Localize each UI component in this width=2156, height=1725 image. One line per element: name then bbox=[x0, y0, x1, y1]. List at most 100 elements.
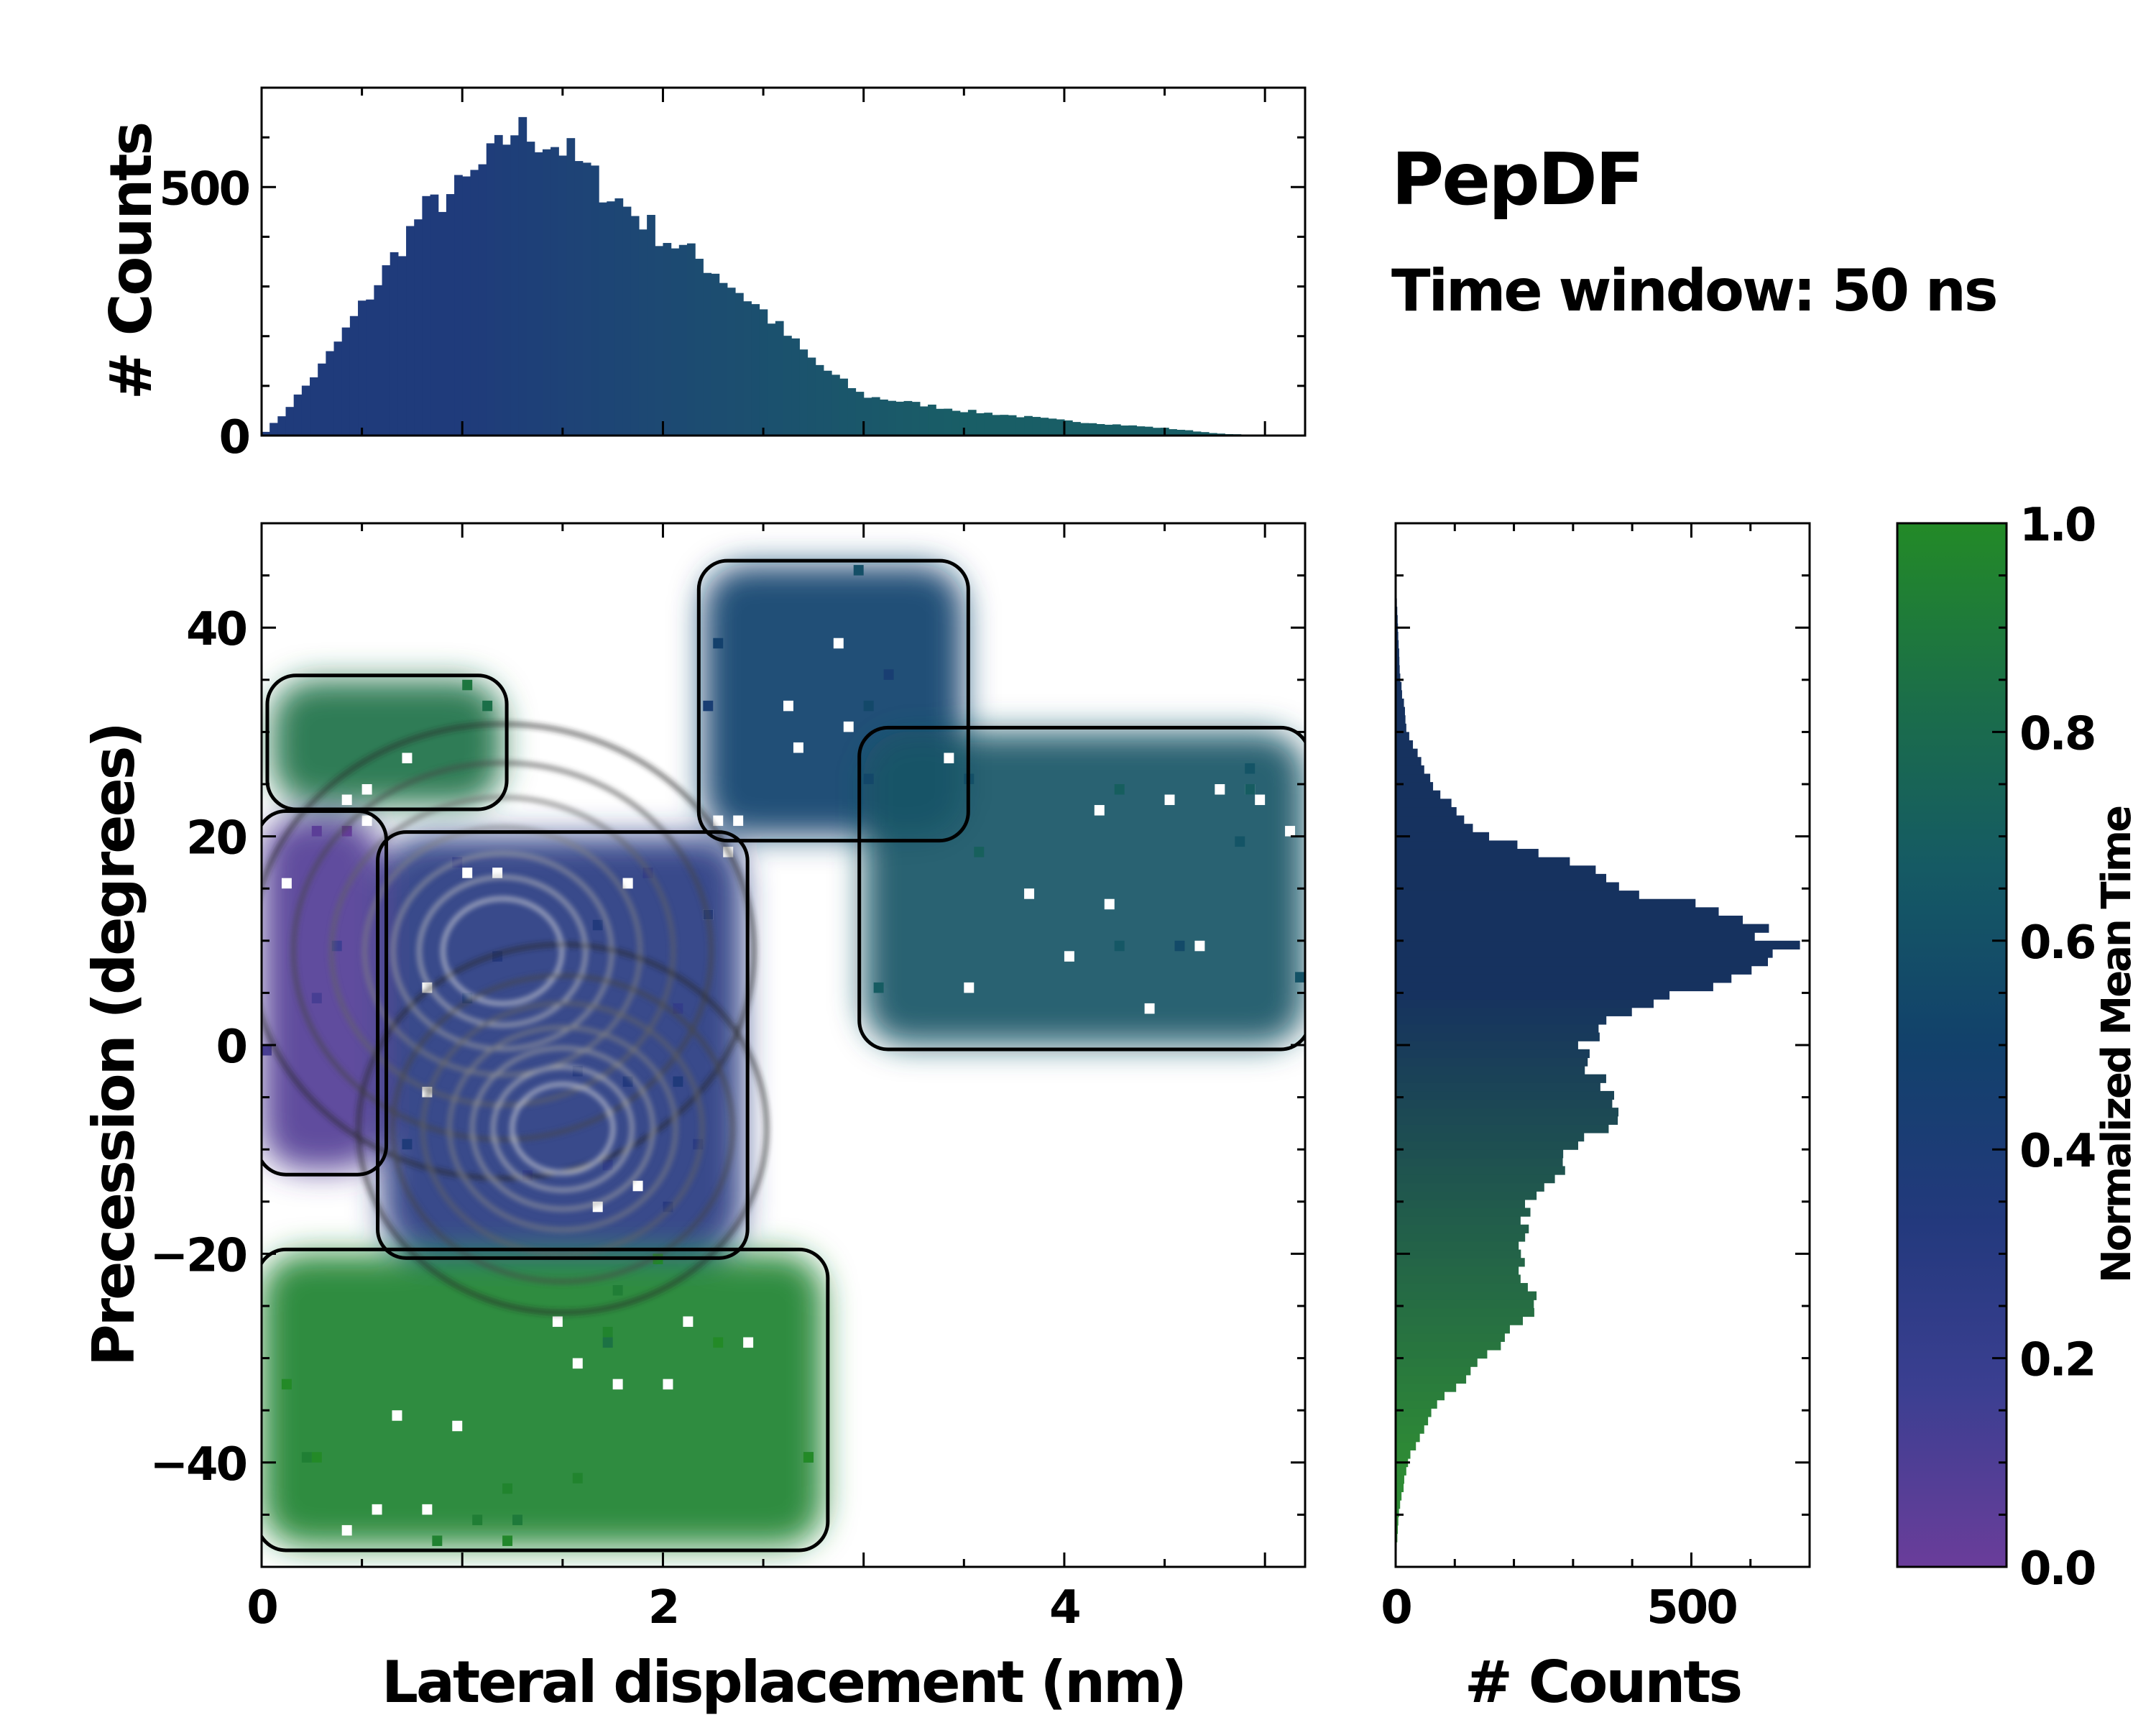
density-contour bbox=[492, 1065, 634, 1192]
heatmap-empty-bin bbox=[713, 815, 724, 827]
top-histogram-bar bbox=[478, 164, 487, 436]
heatmap-empty-bin bbox=[1024, 888, 1035, 899]
top-histogram-bar bbox=[1015, 417, 1025, 436]
heatmap-bin bbox=[974, 847, 985, 857]
top-histogram-bar bbox=[1176, 429, 1186, 436]
right-histogram-bar bbox=[1396, 1450, 1411, 1459]
top-histogram-bar bbox=[397, 256, 407, 436]
right-histogram-bar bbox=[1396, 1066, 1585, 1075]
heatmap-empty-bin bbox=[944, 753, 954, 763]
top-histogram-bar bbox=[775, 321, 784, 436]
right-histogram-bar bbox=[1396, 1500, 1401, 1509]
right-histogram-bar bbox=[1396, 1517, 1399, 1526]
right-histogram-bar bbox=[1396, 773, 1431, 783]
heatmap-empty-bin bbox=[361, 784, 372, 795]
right-histogram-bar bbox=[1396, 1466, 1406, 1476]
right-histogram-bar bbox=[1396, 806, 1457, 816]
top-histogram-bar bbox=[414, 219, 423, 436]
heatmap-empty-bin bbox=[1094, 805, 1105, 816]
heatmap-bin bbox=[612, 1284, 623, 1296]
right-histogram-ticks bbox=[1394, 522, 1811, 1568]
top-histogram-bar bbox=[671, 248, 680, 436]
colorbar-gradient bbox=[1897, 523, 2007, 1567]
right-histogram-bar bbox=[1396, 832, 1490, 842]
outer-contour-segment bbox=[696, 558, 970, 843]
top-histogram-bar bbox=[333, 341, 343, 436]
heatmap-region bbox=[382, 836, 744, 1254]
right-histogram-bar bbox=[1396, 648, 1399, 658]
top-histogram-bar bbox=[1032, 417, 1041, 436]
top-histogram-bar bbox=[638, 229, 648, 436]
right-histogram-bar bbox=[1396, 882, 1619, 891]
top-histogram-ylabel: # Counts bbox=[98, 124, 165, 400]
heatmap-empty-bin bbox=[1285, 826, 1296, 837]
outer-contour-segment bbox=[262, 809, 389, 1177]
top-histogram-bar bbox=[823, 370, 832, 436]
right-histogram-bar bbox=[1396, 707, 1405, 716]
right-histogram-bar bbox=[1396, 1383, 1457, 1392]
right-histogram-bar bbox=[1396, 1191, 1537, 1200]
top-y-tick-label: 0 bbox=[218, 411, 249, 464]
right-histogram-bar bbox=[1396, 665, 1400, 674]
top-histogram-bar bbox=[783, 336, 792, 436]
heatmap-bin bbox=[602, 1337, 613, 1348]
top-histogram-bar bbox=[944, 408, 953, 436]
right-histogram-bar bbox=[1396, 1132, 1585, 1142]
right-histogram-bar bbox=[1396, 1433, 1420, 1443]
top-histogram-bar bbox=[446, 194, 455, 436]
right-histogram-bar bbox=[1396, 949, 1773, 958]
heatmap-bin bbox=[703, 700, 714, 712]
right-histogram-bar bbox=[1396, 1208, 1531, 1217]
right-histogram-bar bbox=[1396, 1090, 1615, 1100]
right-histogram-bar bbox=[1396, 1224, 1529, 1233]
top-histogram-bar bbox=[928, 404, 936, 436]
top-histogram-bar bbox=[1064, 420, 1073, 436]
top-histogram-bar bbox=[374, 285, 383, 436]
heatmap-bin bbox=[311, 993, 322, 1003]
top-histogram-bar bbox=[1144, 426, 1153, 436]
main-y-tick-label: 20 bbox=[186, 812, 247, 865]
main-y-tick-label: −40 bbox=[149, 1438, 246, 1491]
top-histogram-bar bbox=[542, 149, 551, 436]
heatmap-bin bbox=[803, 1452, 814, 1463]
density-contour bbox=[418, 875, 587, 1027]
heatmap-region bbox=[262, 1254, 824, 1546]
right-histogram-bar bbox=[1396, 1082, 1600, 1092]
right-histogram-bar bbox=[1396, 1049, 1590, 1059]
heatmap-empty-bin bbox=[622, 878, 633, 889]
top-histogram-bar bbox=[462, 176, 471, 436]
outer-contour-segment bbox=[265, 673, 509, 811]
heatmap-empty-bin bbox=[341, 1524, 352, 1536]
right-histogram-bar bbox=[1396, 1374, 1467, 1384]
top-histogram-bar bbox=[599, 202, 607, 436]
top-histogram-bar bbox=[831, 374, 840, 436]
top-histogram-bar bbox=[1088, 423, 1097, 436]
main-heatmap-x-tick-labels: 0 2 4 bbox=[247, 1581, 1082, 1634]
right-histogram-bar bbox=[1396, 1408, 1432, 1417]
top-histogram-bar bbox=[341, 327, 351, 436]
right-histogram-bar bbox=[1396, 1307, 1534, 1317]
top-histogram-bar bbox=[438, 211, 447, 436]
right-histogram-bar bbox=[1396, 1425, 1424, 1434]
density-contour bbox=[510, 1082, 615, 1174]
heatmap-empty-bin bbox=[422, 1504, 433, 1515]
heatmap-empty-bin bbox=[452, 1420, 463, 1432]
top-histogram-bar bbox=[526, 142, 535, 436]
outer-contour-segment bbox=[262, 1247, 830, 1552]
top-histogram-bar bbox=[743, 301, 752, 436]
right-histogram-bar bbox=[1396, 740, 1414, 750]
heatmap-empty-bin bbox=[843, 721, 854, 732]
top-histogram-bar bbox=[1128, 425, 1138, 436]
heatmap-bin bbox=[502, 1483, 513, 1494]
right-histogram-bar bbox=[1396, 1016, 1607, 1025]
top-histogram-bar bbox=[992, 415, 1001, 436]
top-histogram-bar bbox=[1192, 431, 1202, 436]
density-contour bbox=[391, 974, 734, 1283]
top-histogram-bar bbox=[855, 392, 865, 436]
heatmap-region bbox=[863, 732, 1305, 1045]
right-histogram-bar bbox=[1396, 1149, 1564, 1159]
heatmap-bin bbox=[1174, 940, 1185, 952]
right-histogram-bar bbox=[1396, 1441, 1416, 1450]
top-histogram-bar bbox=[703, 272, 712, 436]
